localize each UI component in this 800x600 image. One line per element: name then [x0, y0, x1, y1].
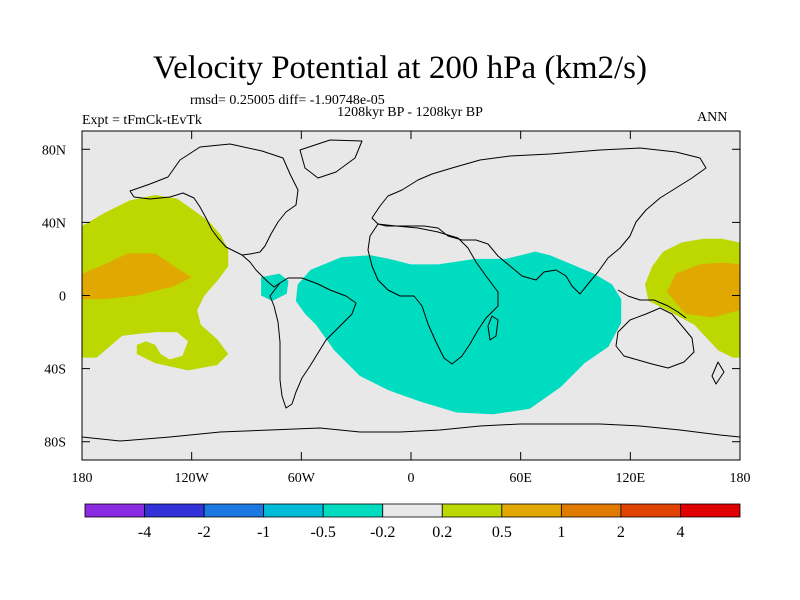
expt-text: Expt = tFmCk-tEvTk — [82, 113, 202, 128]
lon-tick-label: 60E — [509, 471, 532, 486]
colorbar-swatch — [84, 503, 145, 518]
colorbar-swatch — [203, 503, 265, 518]
lon-tick-label: 180 — [730, 471, 751, 486]
coastline-europe-asia — [371, 147, 707, 295]
lat-tick-label: 80S — [44, 436, 66, 451]
coastline-antarctica — [82, 423, 740, 442]
colorbar-label: -0.2 — [370, 524, 395, 541]
lon-tick-label: 120E — [616, 471, 646, 486]
colorbar-swatch — [144, 503, 205, 518]
colorbar-label: -0.5 — [311, 524, 336, 541]
coastline-madagascar — [487, 315, 499, 341]
colorbar-swatch — [560, 503, 622, 518]
colorbar-label: 1 — [557, 524, 565, 541]
coastline-greenland — [299, 139, 363, 179]
coastline-australia — [615, 307, 695, 369]
coastline-maritime-asia — [617, 289, 687, 319]
colorbar-label: 4 — [676, 524, 684, 541]
colorbar: -4 -2 -1 -0.5 -0.2 0.2 0.5 1 2 4 — [84, 503, 741, 541]
axis-ticks: 80N 40N 0 40S 80S 180 120W 60W 0 60E 120E 180 — [42, 131, 751, 486]
coastline-north-america — [129, 143, 299, 256]
map-title: Velocity Potential at 200 hPa (km2/s) — [152, 50, 648, 86]
lat-tick-label: 40S — [44, 363, 66, 378]
colorbar-label: -1 — [257, 524, 270, 541]
contour-fills — [82, 195, 740, 415]
colorbar-swatch — [441, 503, 503, 518]
region-west-pacific-core — [666, 262, 740, 318]
coastline-central-america — [241, 254, 281, 288]
region-south-america-small-negative — [261, 273, 289, 301]
colorbar-label: 0.5 — [492, 524, 512, 541]
colorbar-swatch — [322, 503, 384, 518]
lat-tick-label: 80N — [42, 143, 66, 158]
lon-tick-label: 180 — [72, 471, 93, 486]
period-text: 1208kyr BP - 1208kyr BP — [337, 105, 483, 120]
colorbar-label: 2 — [617, 524, 625, 541]
coastlines — [82, 139, 740, 442]
coastline-new-zealand — [711, 361, 725, 385]
lon-tick-label: 0 — [408, 471, 415, 486]
colorbar-swatch — [620, 503, 681, 518]
region-east-pacific-core — [82, 253, 192, 300]
coastline-south-america — [269, 277, 357, 409]
lat-tick-label: 40N — [42, 216, 66, 231]
lat-tick-label: 0 — [59, 290, 66, 305]
colorbar-label: -4 — [138, 524, 151, 541]
colorbar-swatch — [501, 503, 562, 518]
colorbar-label: 0.2 — [432, 524, 452, 541]
lon-tick-label: 60W — [288, 471, 316, 486]
colorbar-label: -2 — [197, 524, 210, 541]
region-atlantic-indian-negative — [295, 251, 622, 415]
colorbar-swatch — [680, 503, 741, 518]
rmsd-text: rmsd= 0.25005 diff= -1.90748e-05 — [190, 93, 385, 108]
colorbar-swatch — [382, 503, 443, 518]
coastline-africa — [367, 223, 499, 365]
lon-tick-label: 120W — [175, 471, 210, 486]
colorbar-swatch — [263, 503, 324, 518]
season-label: ANN — [697, 110, 728, 125]
